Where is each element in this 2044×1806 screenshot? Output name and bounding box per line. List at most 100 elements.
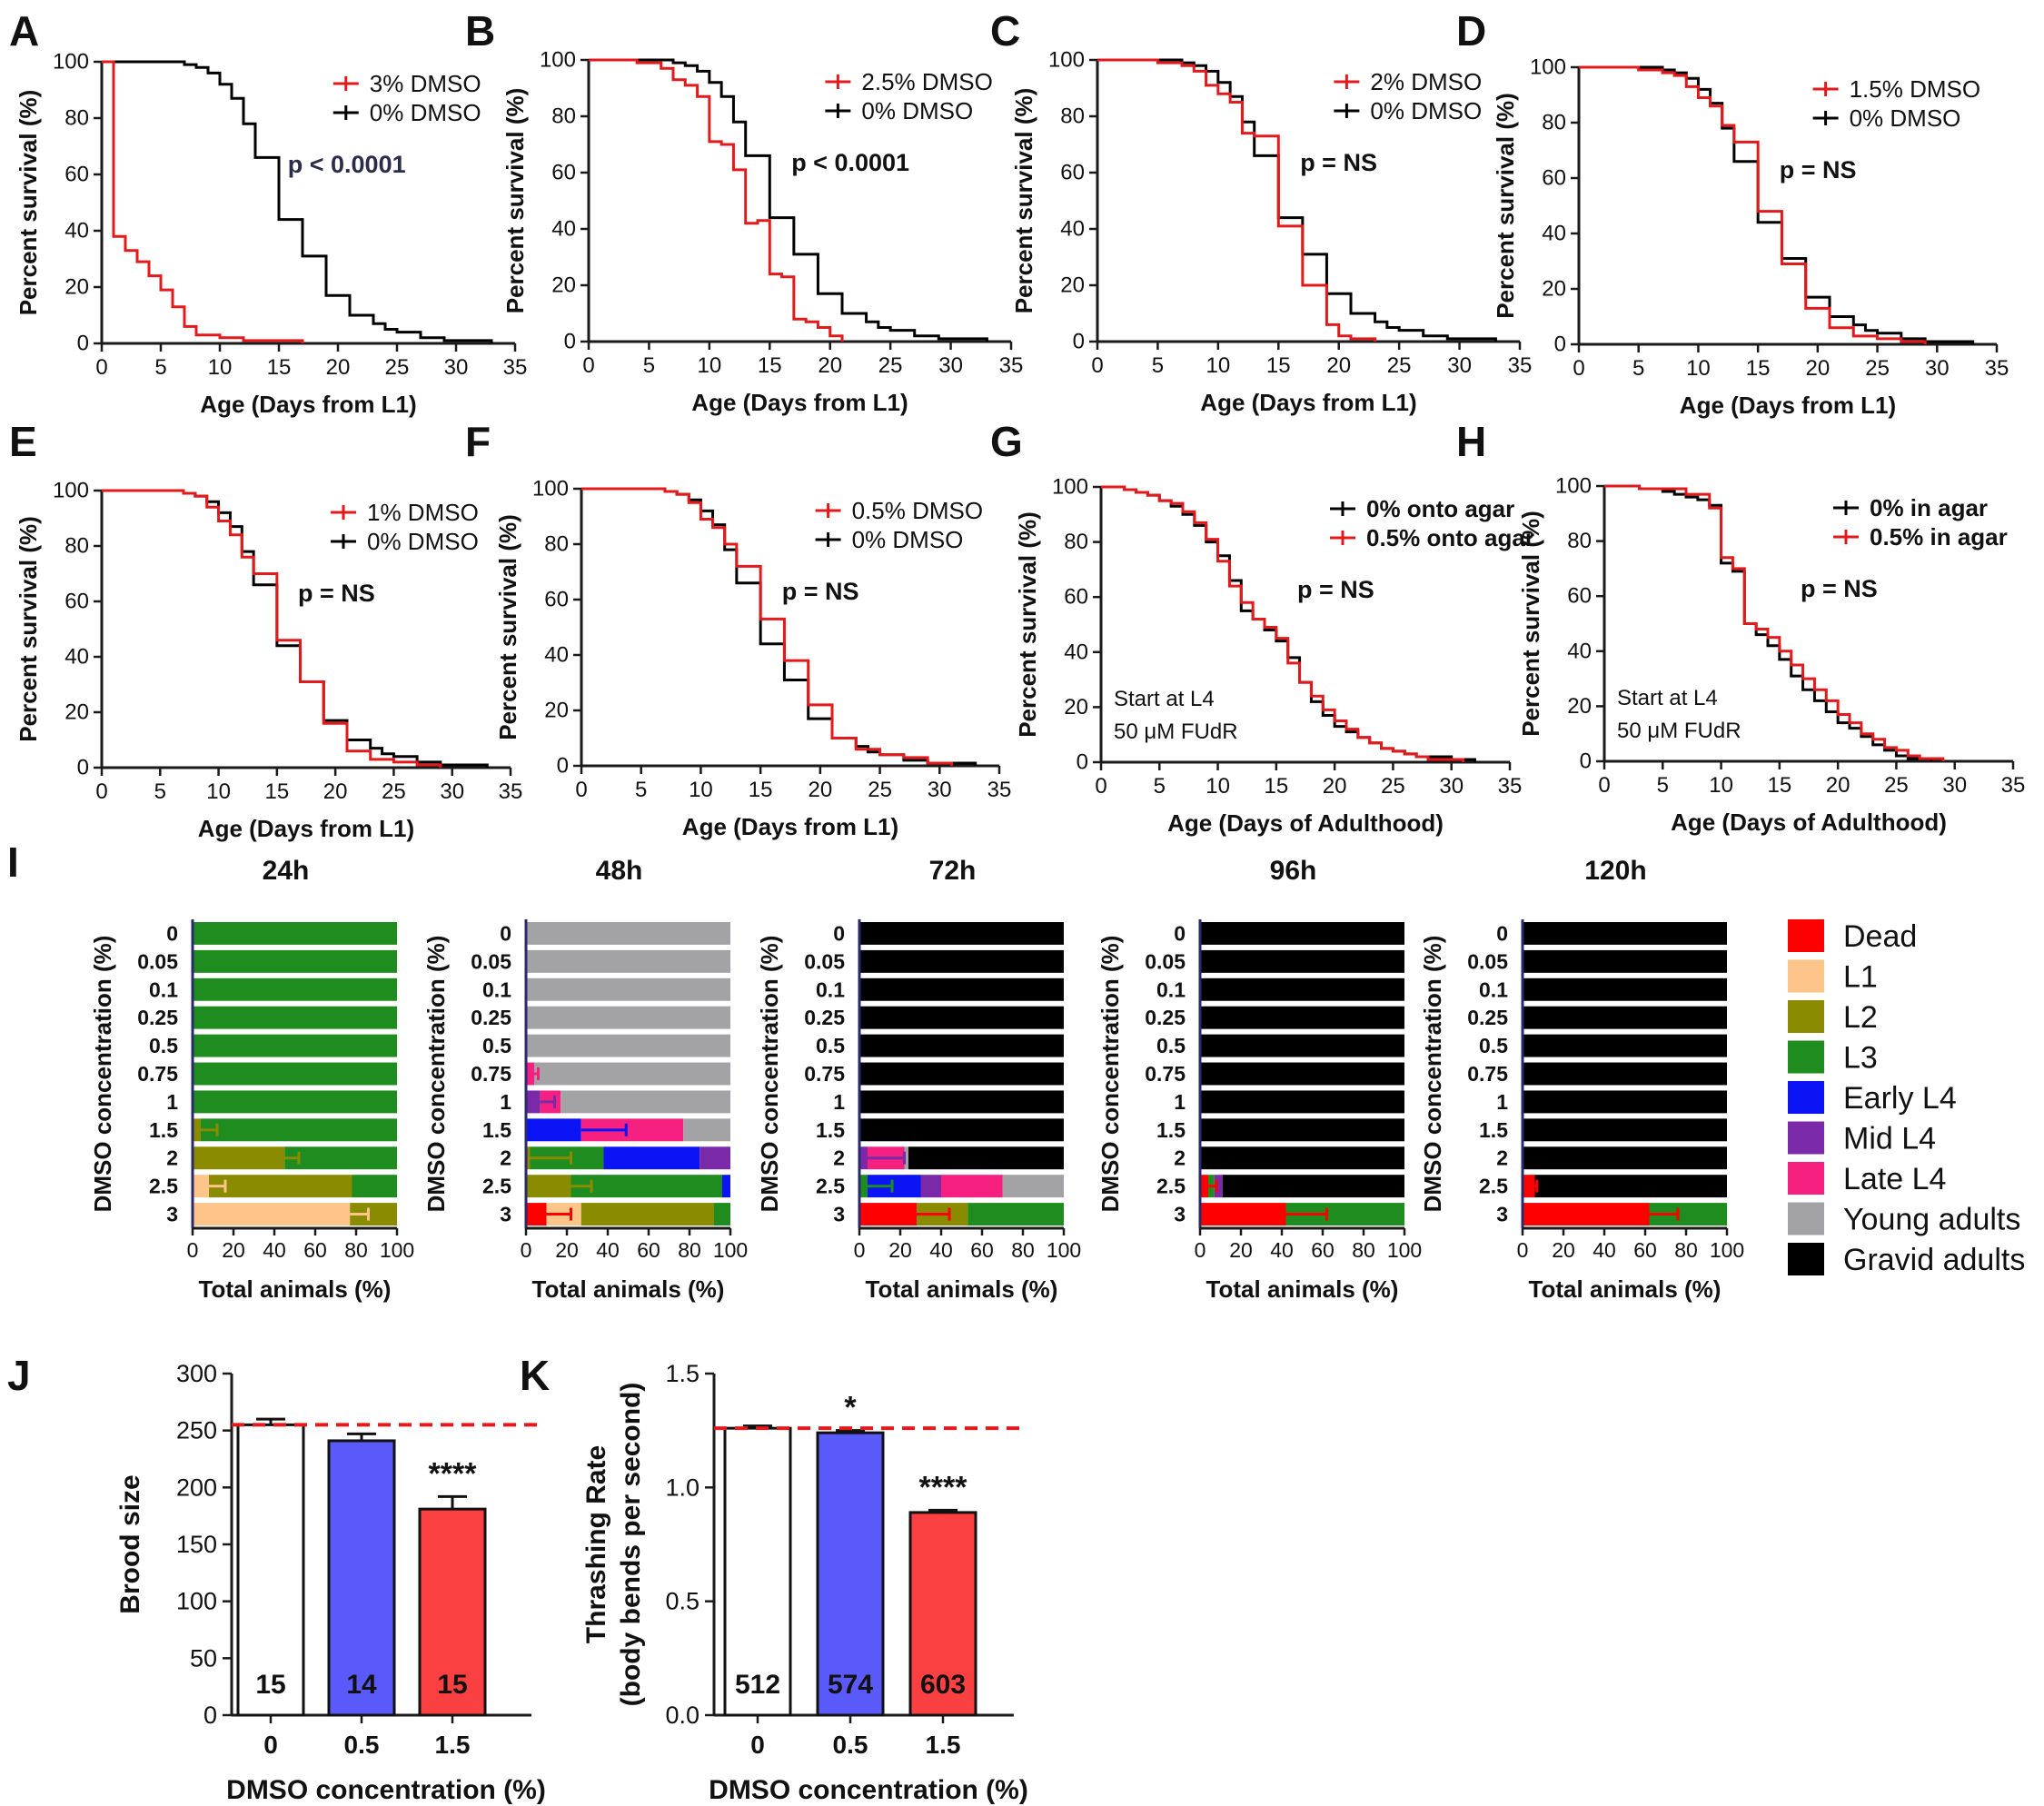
y-axis-title: Brood size: [115, 1474, 145, 1613]
y-tick-label: 0: [1554, 332, 1566, 357]
y-tick-label: 60: [551, 161, 576, 185]
bar-segment: [1523, 1090, 1727, 1114]
category-label: 0.5: [816, 1034, 845, 1057]
bar-segment: [209, 1175, 352, 1198]
n-label: 574: [828, 1670, 873, 1700]
x-tick-label: 20: [809, 778, 833, 802]
panel-label-e: E: [9, 418, 37, 465]
bar-segment: [284, 1146, 397, 1170]
y-tick-label: 60: [1567, 584, 1592, 609]
bar: [816, 1431, 885, 1717]
y-tick-label: 20: [1542, 277, 1566, 302]
x-tick-label: 35: [503, 355, 528, 380]
y-axis-title: (body bends per second): [616, 1383, 646, 1707]
y-tick-label: 100: [1052, 475, 1088, 500]
bar-segment: [1523, 1062, 1727, 1086]
bar-segment: [1222, 1175, 1404, 1198]
category-label: 3: [833, 1203, 845, 1226]
category-label: 0.05: [804, 949, 845, 973]
x-tick-label: 0: [521, 1238, 532, 1262]
legend-label: 0% DMSO: [367, 528, 479, 555]
y-tick-label: 100: [1555, 474, 1592, 499]
x-tick-label: 5: [1632, 356, 1644, 381]
x-axis-title: DMSO concentration (%): [226, 1775, 546, 1805]
y-axis-title: Percent survival (%): [501, 88, 529, 314]
category-label: 1: [833, 1090, 845, 1114]
x-tick-label: 30: [1447, 353, 1472, 378]
category-label: 0.05: [1145, 949, 1186, 973]
bar-segment: [526, 1006, 730, 1029]
x-tick-label: 15: [265, 779, 290, 804]
survival-curve-control: [102, 60, 493, 343]
survival-curve-treatment: [581, 487, 953, 766]
x-tick-label: 80: [1674, 1238, 1698, 1262]
y-axis-title: DMSO concentration (%): [1419, 936, 1446, 1213]
x-tick-label: 80: [678, 1238, 701, 1262]
legend-swatch: [1788, 1000, 1824, 1033]
y-tick-label: 60: [1060, 161, 1085, 185]
x-tick-label: 1.5: [435, 1731, 471, 1759]
bar-segment: [967, 1203, 1064, 1226]
category-label: 1: [1174, 1090, 1186, 1114]
bar-segment: [904, 1146, 908, 1170]
x-tick-label: 0: [1095, 774, 1106, 799]
note-text: 50 μM FUdR: [1114, 719, 1238, 744]
bar-segment: [526, 1062, 534, 1086]
bar-segment: [908, 1146, 1064, 1170]
y-tick-label: 100: [532, 477, 569, 501]
x-tick-label: 0: [95, 779, 107, 804]
category-label: 1: [500, 1090, 511, 1114]
x-tick-label: 20: [323, 779, 348, 804]
x-axis-title: Age (Days from L1): [1680, 392, 1896, 419]
y-tick-label: 40: [551, 217, 576, 242]
legend-swatch: [1788, 1121, 1824, 1155]
panel-label-g: G: [990, 418, 1023, 465]
x-tick-label: 20: [1806, 356, 1831, 381]
bar-segment: [526, 1175, 571, 1198]
legend-label: 0% in agar: [1870, 494, 1988, 521]
x-tick-label: 0: [575, 778, 587, 802]
y-tick-label: 0: [77, 332, 89, 356]
category-label: 0: [1174, 921, 1186, 945]
category-label: 0.75: [1467, 1062, 1508, 1086]
x-tick-label: 60: [303, 1238, 327, 1262]
time-label: 24h: [263, 856, 310, 886]
x-tick-label: 10: [698, 353, 722, 378]
x-tick-label: 100: [1387, 1238, 1422, 1262]
bar-segment: [580, 1203, 714, 1226]
survival-curve-control: [1579, 65, 1975, 344]
survival-curve-treatment: [1097, 58, 1377, 342]
y-axis-title: DMSO concentration (%): [89, 936, 116, 1213]
bar-segment: [526, 1146, 531, 1170]
category-label: 2.5: [482, 1175, 511, 1198]
survival-chart-f: 0 20 40 60 80 100 0 5 10 15 20 25 30 35 Age (Days from…: [494, 477, 1011, 841]
category-label: 0: [166, 921, 178, 945]
x-axis-title: Age (Days from L1): [198, 815, 414, 842]
x-tick-label: 20: [1826, 773, 1851, 798]
category-label: 3: [500, 1203, 511, 1226]
y-tick-label: 40: [1064, 640, 1088, 664]
bar-segment: [526, 922, 730, 945]
category-label: 3: [1496, 1203, 1508, 1226]
legend-label: 1.5% DMSO: [1850, 75, 1981, 103]
legend-swatch: [1788, 1202, 1824, 1235]
x-tick-label: 15: [1746, 356, 1771, 381]
p-value-annotation: p = NS: [1300, 149, 1377, 176]
category-label: 2.5: [1479, 1175, 1508, 1198]
bar-segment: [920, 1175, 941, 1198]
survival-chart-g: 0 20 40 60 80 100 0 5 10 15 20 25 30 35 Age (Days of A…: [1014, 475, 1534, 838]
x-tick-label: 10: [1206, 353, 1231, 378]
x-axis-title: Age (Days of Adulthood): [1671, 809, 1947, 836]
survival-curve-treatment: [589, 58, 844, 342]
legend-label: 0% DMSO: [1850, 104, 1961, 132]
x-tick-label: 0: [95, 355, 107, 380]
n-label: 15: [437, 1670, 467, 1700]
panel-label-h: H: [1456, 418, 1486, 465]
survival-chart-a: 0 20 40 60 80 100 0 5 10 15 20 25 30 35 Age (Days from…: [15, 50, 527, 419]
bar-segment: [1200, 1203, 1286, 1226]
x-axis-title: Age (Days of Adulthood): [1167, 809, 1444, 837]
y-tick-label: 0: [564, 330, 576, 354]
legend-label: 0% DMSO: [852, 526, 964, 553]
x-tick-label: 0: [1573, 356, 1584, 381]
